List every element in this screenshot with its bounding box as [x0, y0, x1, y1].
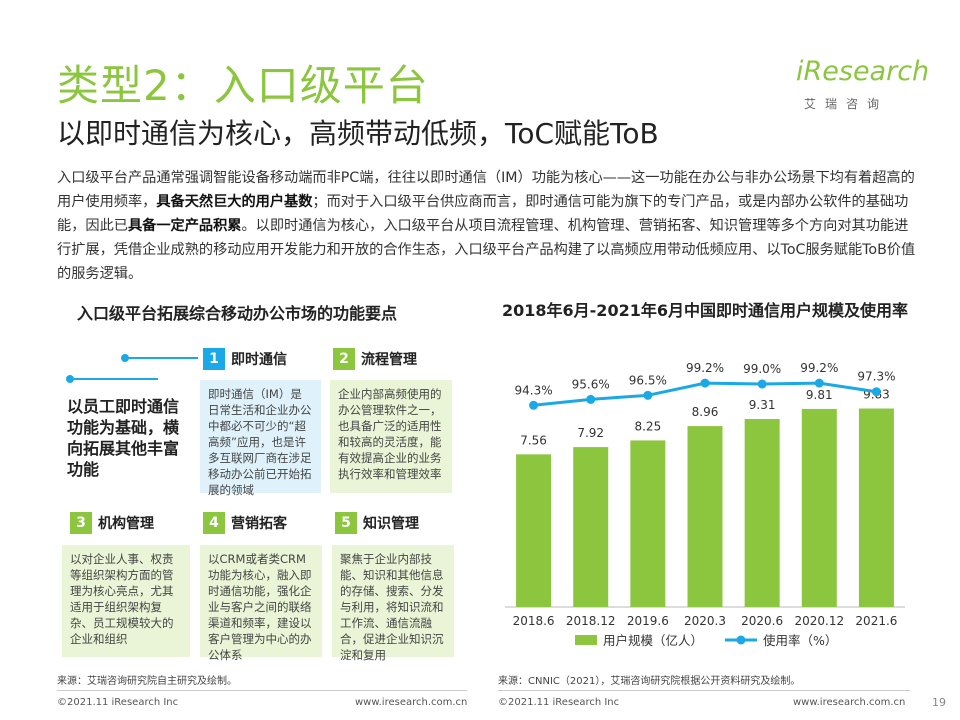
- x-tick-label: 2020.12: [794, 614, 844, 628]
- card-1-header: 1 即时通信: [203, 346, 287, 372]
- logo-cn: 艾瑞咨询: [804, 97, 889, 111]
- bar: [858, 408, 894, 607]
- intro-bold-2: 具备一定产品积累: [127, 218, 242, 234]
- line-point: [529, 400, 539, 410]
- core-statement: 以员工即时通信功能为基础，横向拓展其他丰富功能: [67, 397, 180, 479]
- card-3-body: 以对企业人事、权责等组织架构方面的管理为核心亮点，尤其适用于组织架构复杂、员工规…: [62, 545, 190, 657]
- legend-bar-label: 用户规模（亿人）: [603, 633, 703, 648]
- card-2-label: 流程管理: [361, 352, 417, 368]
- card-2-header: 2 流程管理: [333, 346, 417, 372]
- intro-bold-1: 具备天然巨大的用户基数: [156, 194, 313, 210]
- card-2-body: 企业内部高频使用的办公管理软件之一，也具备广泛的适用性和较高的灵活度，能有效提高…: [330, 380, 452, 493]
- bar: [630, 440, 666, 607]
- footer-url-right[interactable]: www.iresearch.com.cn: [793, 697, 906, 708]
- footer-divider-right: [498, 690, 910, 691]
- card-5-label: 知识管理: [363, 516, 419, 532]
- card-5-number: 5: [335, 512, 357, 534]
- chart: 7.56 2018.6 7.92 2018.12 8.25 2019.6 8.96 2020.…: [505, 361, 905, 648]
- page-number: 19: [932, 696, 946, 709]
- line-value-label: 99.0%: [743, 362, 781, 376]
- card-5-body: 聚焦于企业内部技能、知识和其他信息的存储、搜索、分发与利用，将知识流和工作流、通…: [332, 545, 454, 662]
- bar-value-label: 9.81: [806, 388, 833, 402]
- card-1-label: 即时通信: [231, 352, 287, 368]
- line-value-label: 94.3%: [515, 383, 553, 397]
- footer-url-left[interactable]: www.iresearch.com.cn: [355, 697, 468, 708]
- line-point: [586, 394, 596, 404]
- bar-value-label: 7.56: [520, 433, 547, 447]
- line-value-label: 97.3%: [857, 370, 895, 384]
- page-subtitle: 以即时通信为核心，高频带动低频，ToC赋能ToB: [57, 117, 659, 150]
- card-4-body: 以CRM或者类CRM功能为核心，融入即时通信功能，强化企业与客户之间的联络渠道和…: [200, 545, 322, 662]
- chart-title: 2018年6月-2021年6月中国即时通信用户规模及使用率: [502, 301, 908, 320]
- footer-divider-left: [57, 690, 467, 691]
- card-3-number: 3: [70, 512, 92, 534]
- bar-value-label: 8.25: [634, 419, 661, 433]
- card-1-number: 1: [203, 348, 225, 370]
- line-point: [871, 387, 881, 397]
- x-tick-label: 2018.12: [566, 614, 616, 628]
- card-3-header: 3 机构管理: [70, 510, 154, 536]
- intro-paragraph: 入口级平台产品通常强调智能设备移动端而非PC端，往往以即时通信（IM）功能为核心…: [57, 166, 917, 286]
- line-point: [757, 379, 767, 389]
- legend-line-label: 使用率（%）: [763, 633, 837, 648]
- bar-value-label: 7.92: [577, 426, 604, 440]
- x-tick-label: 2021.6: [855, 614, 897, 628]
- line-point: [643, 390, 653, 400]
- footer-copyright-right: ©2021.11 iResearch Inc: [498, 697, 620, 708]
- iresearch-logo: iResearch 艾瑞咨询: [790, 56, 929, 111]
- card-5-header: 5 知识管理: [335, 510, 419, 536]
- bar: [516, 454, 552, 607]
- card-4-header: 4 营销拓客: [203, 510, 287, 536]
- intro-text-3: 。以即时通信为核心，入口级平台从项目流程管理、机构管理、营销拓客、知识管理等多个…: [57, 218, 916, 282]
- connector-lines: [66, 354, 198, 383]
- bar-value-label: 9.31: [749, 398, 776, 412]
- card-1-body: 即时通信（IM）是日常生活和企业办公中都必不可少的“超高频”应用，也是许多互联网…: [200, 380, 321, 497]
- x-tick-label: 2020.3: [684, 614, 726, 628]
- card-4-number: 4: [203, 512, 225, 534]
- left-source-note: 来源：艾瑞咨询研究院自主研究及绘制。: [57, 676, 237, 687]
- line-value-label: 95.6%: [572, 377, 610, 391]
- legend-bar-swatch: [575, 635, 597, 645]
- intro-text-1: 入口级平台产品通常强调智能设备移动端而非PC端，往往以即时通信（IM）功能为核心…: [57, 170, 915, 210]
- bar: [573, 447, 609, 607]
- line-value-label: 96.5%: [629, 373, 667, 387]
- right-source-note: 来源：CNNIC（2021），艾瑞咨询研究院根据公开资料研究及绘制。: [498, 676, 801, 687]
- bar: [744, 419, 780, 607]
- bar: [687, 426, 723, 607]
- line-point: [700, 378, 710, 388]
- line-value-label: 99.2%: [686, 361, 724, 375]
- intro-text-2: ；而对于入口级平台供应商而言，即时通信可能为旗下的专门产品，或是内部办公软件的基…: [57, 194, 909, 234]
- bar-value-label: 8.96: [692, 405, 719, 419]
- card-3-label: 机构管理: [98, 516, 154, 532]
- bar: [801, 408, 837, 607]
- footer-copyright-left: ©2021.11 iResearch Inc: [57, 697, 179, 708]
- legend-line-marker: [736, 635, 746, 645]
- left-panel-title: 入口级平台拓展综合移动办公市场的功能要点: [77, 304, 398, 323]
- line-point: [814, 378, 824, 388]
- line-value-label: 99.2%: [800, 361, 838, 375]
- x-tick-label: 2019.6: [627, 614, 669, 628]
- x-tick-label: 2018.6: [513, 614, 555, 628]
- card-2-number: 2: [333, 348, 355, 370]
- page-title: 类型2：入口级平台: [57, 61, 429, 110]
- card-4-label: 营销拓客: [231, 516, 287, 532]
- logo-brand: iResearch: [796, 56, 930, 87]
- x-tick-label: 2020.6: [741, 614, 783, 628]
